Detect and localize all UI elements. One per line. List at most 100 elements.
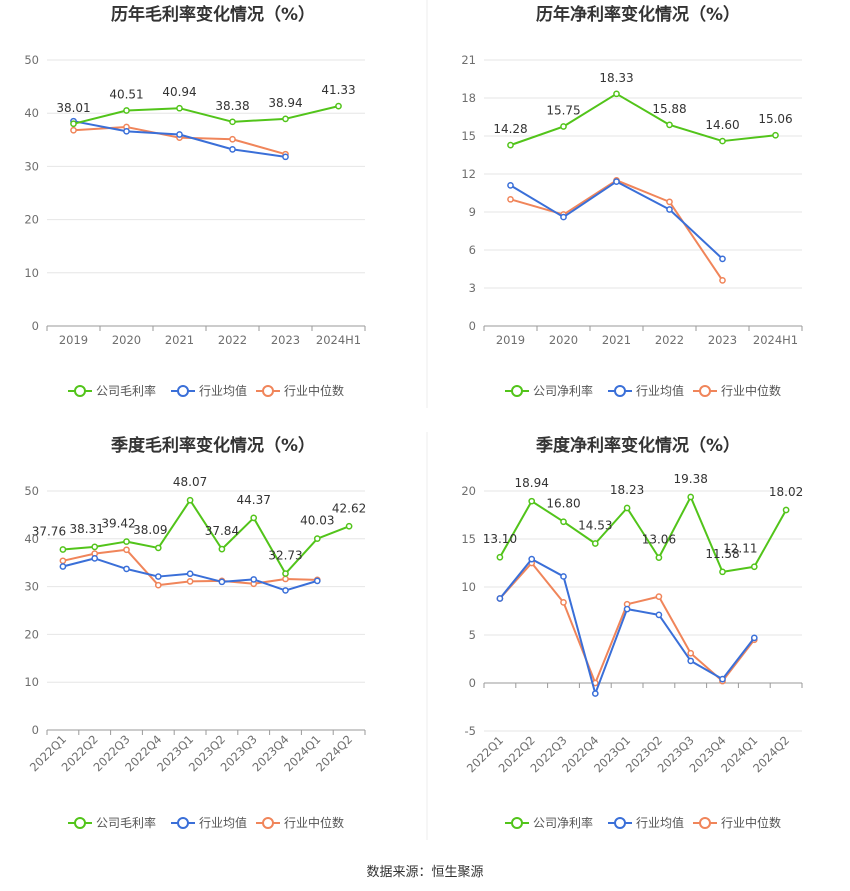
data-label: 18.94 — [515, 476, 549, 490]
data-label: 32.73 — [268, 549, 302, 563]
series-line-company — [73, 105, 339, 125]
data-point — [59, 563, 67, 570]
data-point — [282, 575, 289, 583]
legend-swatch-marker — [511, 385, 523, 397]
data-point — [123, 538, 130, 545]
data-point — [560, 518, 567, 526]
data-label: 38.01 — [56, 101, 90, 115]
x-tick-label: 2022 — [218, 333, 247, 347]
x-tick-label: 2022 — [655, 333, 684, 347]
data-label: 13.06 — [642, 533, 676, 547]
chart-panel-2: 历年净利率变化情况（%） 0 3 6 9 12 15 18 21 2019 2020 2021 2022… — [461, 4, 803, 398]
legend-label: 行业均值 — [199, 383, 247, 398]
data-point — [613, 178, 620, 185]
data-point — [496, 595, 504, 602]
data-point — [229, 118, 236, 126]
data-point — [719, 137, 726, 145]
data-point — [282, 587, 289, 594]
y-tick-label: 3 — [469, 281, 476, 295]
legend-swatch-marker — [74, 385, 86, 397]
legend-swatch-marker — [699, 385, 711, 397]
y-tick-label: 6 — [469, 243, 476, 257]
x-tick-label: 2024H1 — [316, 333, 361, 347]
legend-label: 行业中位数 — [721, 815, 781, 830]
data-point — [528, 497, 536, 505]
data-point — [59, 557, 67, 565]
y-tick-label: -5 — [465, 724, 476, 738]
data-label: 15.88 — [652, 102, 686, 116]
data-point — [782, 506, 790, 514]
data-point — [154, 544, 162, 552]
y-tick-label: 0 — [469, 319, 476, 333]
data-point — [666, 206, 673, 213]
data-label: 38.31 — [70, 522, 104, 536]
data-point — [613, 90, 620, 98]
data-point — [123, 565, 130, 573]
x-tick-label: 2021 — [602, 333, 631, 347]
y-tick-label: 20 — [24, 213, 39, 227]
data-point — [123, 127, 130, 135]
legend-label: 行业中位数 — [284, 383, 344, 398]
data-point — [59, 546, 67, 553]
series-line-industry-median — [499, 562, 756, 684]
data-point — [687, 657, 695, 665]
data-point — [154, 581, 162, 589]
legend-swatch-marker — [177, 385, 189, 397]
data-point — [123, 107, 130, 114]
series-line-company — [62, 499, 350, 575]
y-tick-label: 12 — [461, 167, 476, 181]
legend-swatch-marker — [614, 385, 626, 397]
data-label: 19.38 — [674, 472, 708, 486]
y-tick-label: 18 — [461, 91, 476, 105]
data-point — [282, 115, 289, 123]
data-label: 11.58 — [705, 547, 739, 561]
legend-swatch-marker — [262, 385, 274, 397]
data-point — [591, 540, 599, 547]
y-tick-label: 40 — [24, 532, 39, 546]
data-point — [282, 570, 289, 577]
y-tick-label: 30 — [24, 159, 39, 173]
x-tick-label: 2019 — [496, 333, 525, 347]
data-label: 48.07 — [173, 475, 207, 489]
legend-label: 公司净利率 — [533, 815, 593, 830]
data-label: 38.38 — [215, 99, 249, 113]
data-point — [666, 121, 673, 129]
data-label: 12.11 — [723, 542, 757, 556]
data-point — [560, 599, 567, 606]
chart-title: 季度净利率变化情况（%） — [536, 435, 740, 456]
legend-label: 公司毛利率 — [96, 383, 156, 398]
data-point — [335, 102, 342, 110]
x-tick-label: 2020 — [549, 333, 578, 347]
data-label: 15.75 — [546, 104, 580, 118]
data-point — [218, 545, 226, 553]
data-point — [176, 104, 183, 112]
data-label: 37.76 — [32, 525, 66, 539]
legend-label: 行业均值 — [636, 815, 684, 830]
data-point — [70, 120, 77, 128]
legend-swatch-marker — [74, 817, 86, 829]
data-point — [655, 593, 663, 600]
chart-panel-1: 历年毛利率变化情况（%） 0 10 20 30 40 50 2019 2020 2021 2022 2… — [24, 4, 366, 398]
data-point — [313, 535, 321, 543]
data-point — [719, 568, 726, 576]
series-line-company — [499, 495, 787, 573]
data-point — [528, 555, 536, 563]
data-point — [123, 546, 130, 554]
data-point — [250, 514, 258, 522]
data-point — [91, 543, 99, 551]
data-point — [560, 213, 567, 221]
data-label: 14.60 — [705, 118, 739, 132]
chart-title: 历年净利率变化情况（%） — [536, 4, 740, 25]
legend-swatch-marker — [699, 817, 711, 829]
x-tick-label: 2023 — [708, 333, 737, 347]
legend-swatch-marker — [511, 817, 523, 829]
legend-label: 公司净利率 — [533, 383, 593, 398]
x-tick-label: 2019 — [59, 333, 88, 347]
legend-label: 行业均值 — [636, 383, 684, 398]
data-point — [70, 126, 77, 134]
data-label: 14.28 — [493, 122, 527, 136]
data-point — [750, 563, 758, 571]
legend-swatch-marker — [614, 817, 626, 829]
data-point — [560, 573, 567, 580]
